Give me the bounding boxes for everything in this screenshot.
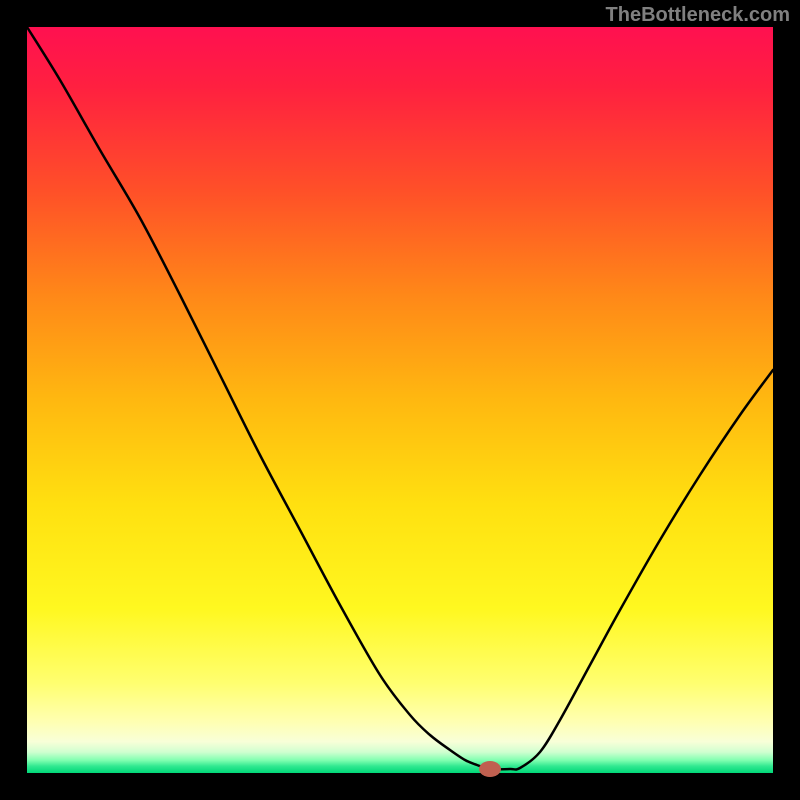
- watermark-text: TheBottleneck.com: [606, 4, 790, 27]
- optimal-point-marker: [479, 761, 501, 777]
- bottleneck-chart: [0, 0, 800, 800]
- plot-area: [27, 27, 773, 773]
- chart-container: { "watermark": { "text": "TheBottleneck.…: [0, 0, 800, 800]
